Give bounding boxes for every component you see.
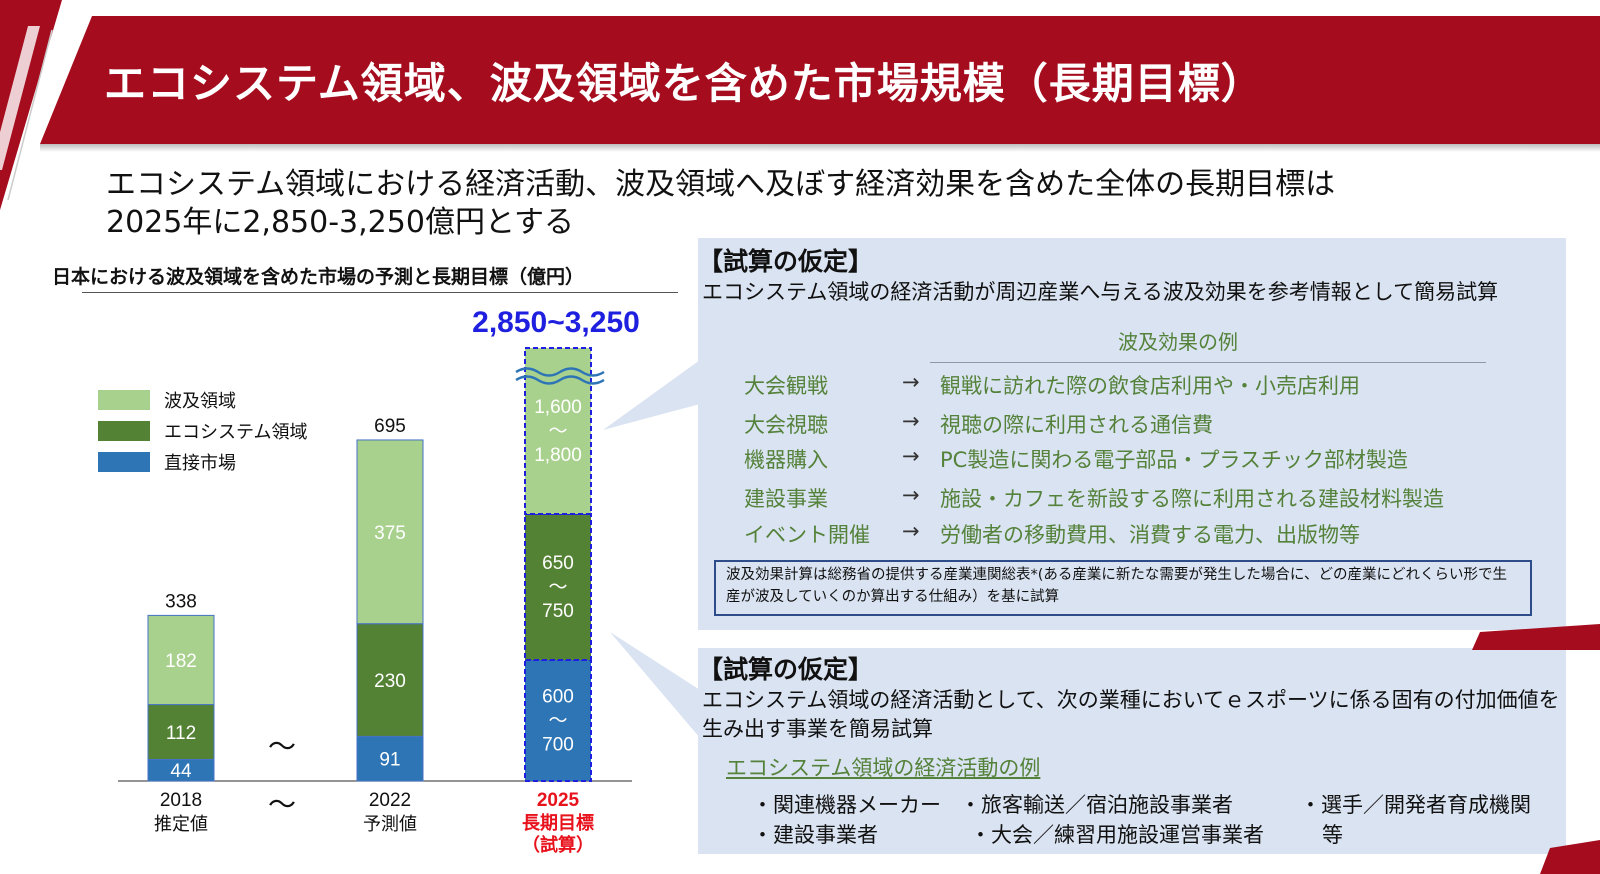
stacked-bar-chart: 4411218233891230375695600～700650～7501,60… — [118, 306, 700, 856]
panel-text: エコシステム領域の経済活動として、次の業種においてｅスポーツに係る固有の付加価値… — [702, 688, 1560, 741]
data-label: 750 — [542, 601, 574, 622]
examples-title: 波及効果の例 — [1118, 330, 1238, 354]
example-category: 建設事業 — [744, 487, 828, 511]
legend-swatch-ecosystem — [98, 420, 150, 441]
x-tick-label: 長期目標 — [522, 812, 594, 834]
data-label: ～ — [548, 710, 567, 732]
axis-break-wave — [515, 375, 605, 385]
bar-segment — [356, 439, 424, 625]
legend-label-direct: 直接市場 — [164, 452, 236, 474]
callout-wedge — [603, 360, 700, 430]
assumption-panel-ecosystem: 【試算の仮定】 エコシステム領域の経済活動として、次の業種においてｅスポーツに係… — [698, 648, 1566, 854]
data-label: 700 — [542, 735, 574, 756]
lead-line-1: エコシステム領域における経済活動、波及領域へ及ぼす経済効果を含めた全体の長期目標… — [106, 167, 1336, 202]
x-tick-label: 予測値 — [363, 814, 417, 835]
example-category: 大会観戦 — [744, 374, 828, 398]
panel-heading: 【試算の仮定】 — [698, 247, 874, 276]
arrow-icon: → — [902, 519, 920, 543]
lead-text: エコシステム領域における経済活動、波及領域へ及ぼす経済効果を含めた全体の長期目標… — [106, 166, 1546, 242]
x-tick-label: 2018 — [160, 790, 202, 811]
data-label: ～ — [548, 420, 567, 442]
example-category: 機器購入 — [744, 448, 828, 472]
data-label: 230 — [374, 671, 406, 692]
bar-segment — [524, 347, 592, 515]
example-category: 大会視聴 — [744, 413, 828, 437]
assumption-panel-spillover: 【試算の仮定】 エコシステム領域の経済活動が周辺産業へ与える波及効果を参考情報と… — [698, 238, 1566, 630]
x-tick-label: 推定値 — [154, 814, 208, 835]
x-tick-label: 2022 — [369, 790, 411, 811]
callout-wedge — [610, 632, 700, 738]
data-label: 44 — [170, 761, 192, 782]
bar-segment — [356, 735, 424, 782]
examples-rule — [930, 362, 1486, 363]
chart-title: 日本における波及領域を含めた市場の予測と長期目標（億円） — [52, 266, 585, 288]
page-title: エコシステム領域、波及領域を含めた市場規模（長期目標） — [104, 59, 1264, 108]
chart-legend: 波及領域 エコシステム領域 直接市場 — [98, 384, 307, 477]
axis-break-symbol: ～ — [268, 788, 296, 821]
data-label: 650 — [542, 553, 574, 574]
example-description: 施設・カフェを新設する際に利用される建設材料製造 — [940, 487, 1444, 511]
target-total-label: 2,850~3,250 — [472, 306, 640, 339]
data-label: 1,600 — [534, 397, 582, 418]
arrow-icon: → — [902, 409, 920, 433]
data-label: 600 — [542, 687, 574, 708]
legend-swatch-direct — [98, 451, 150, 472]
arrow-icon: → — [902, 370, 920, 394]
ecosystem-examples-title: エコシステム領域の経済活動の例 — [726, 756, 1041, 780]
example-description: 観戦に訪れた際の飲食店利用や・小売店利用 — [940, 374, 1360, 398]
x-tick-label: （試算） — [522, 834, 594, 856]
arrow-icon: → — [902, 444, 920, 468]
data-label: 112 — [166, 723, 196, 744]
ecosystem-item: ・関連機器メーカー — [752, 793, 941, 817]
ecosystem-item: 等 — [1322, 823, 1343, 847]
example-category: イベント開催 — [744, 523, 870, 547]
axis-break-wave — [515, 367, 605, 377]
bar-segment — [147, 704, 215, 760]
ecosystem-item: ・選手／開発者育成機関 — [1300, 793, 1531, 817]
data-label: 375 — [374, 523, 406, 544]
bar-segment — [524, 513, 592, 661]
example-description: 視聴の際に利用される通信費 — [940, 413, 1213, 437]
total-label: 338 — [165, 591, 197, 612]
bar-segment — [147, 614, 215, 706]
chart-title-rule — [82, 292, 678, 293]
example-description: 労働者の移動費用、消費する電力、出版物等 — [940, 523, 1360, 547]
panel-heading: 【試算の仮定】 — [698, 655, 874, 684]
arrow-icon: → — [902, 483, 920, 507]
panel-text: エコシステム領域の経済活動が周辺産業へ与える波及効果を参考情報として簡易試算 — [702, 280, 1499, 304]
data-label: 91 — [379, 750, 400, 771]
legend-item-ecosystem: エコシステム領域 — [98, 415, 307, 446]
legend-swatch-spillover — [98, 389, 150, 410]
header-band — [40, 16, 1600, 144]
legend-label-ecosystem: エコシステム領域 — [164, 421, 308, 443]
x-tick-label: 2025 — [537, 790, 580, 811]
calculation-note: 波及効果計算は総務省の提供する産業連関総表*(ある産業に新たな需要が発生した場合… — [714, 560, 1532, 616]
header-shadow — [40, 144, 1600, 152]
data-label: 1,800 — [534, 445, 582, 466]
total-label: 695 — [374, 416, 406, 437]
axis-break-symbol: ～ — [268, 730, 296, 763]
legend-label-spillover: 波及領域 — [164, 390, 236, 412]
legend-item-direct: 直接市場 — [98, 446, 307, 477]
lead-line-2: 2025年に2,850-3,250億円とする — [106, 205, 575, 240]
data-label: ～ — [548, 576, 567, 598]
example-description: PC製造に関わる電子部品・プラスチック部材製造 — [940, 448, 1408, 472]
data-label: 182 — [165, 651, 197, 672]
bar-segment — [524, 659, 592, 782]
bar-segment — [356, 623, 424, 737]
ecosystem-item: ・旅客輸送／宿泊施設事業者 — [960, 793, 1233, 817]
ecosystem-item: ・建設事業者 — [752, 823, 878, 847]
legend-item-spillover: 波及領域 — [98, 384, 307, 415]
ecosystem-item: ・大会／練習用施設運営事業者 — [970, 823, 1264, 847]
